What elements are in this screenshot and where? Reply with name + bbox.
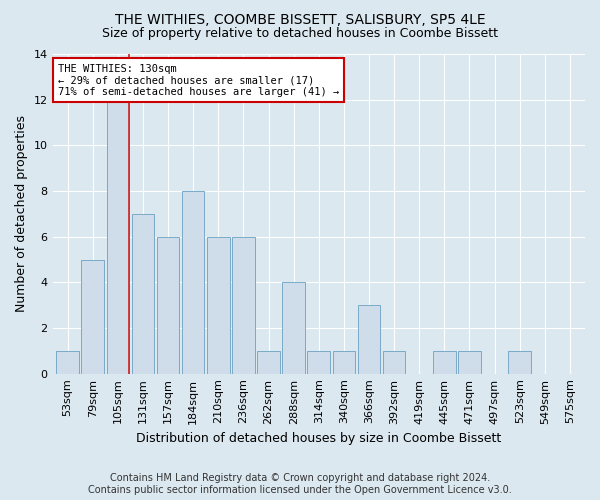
Bar bbox=[232, 236, 255, 374]
Bar bbox=[82, 260, 104, 374]
Text: THE WITHIES, COOMBE BISSETT, SALISBURY, SP5 4LE: THE WITHIES, COOMBE BISSETT, SALISBURY, … bbox=[115, 12, 485, 26]
Text: Contains HM Land Registry data © Crown copyright and database right 2024.
Contai: Contains HM Land Registry data © Crown c… bbox=[88, 474, 512, 495]
Bar bbox=[332, 351, 355, 374]
X-axis label: Distribution of detached houses by size in Coombe Bissett: Distribution of detached houses by size … bbox=[136, 432, 502, 445]
Bar bbox=[207, 236, 230, 374]
Bar bbox=[182, 191, 205, 374]
Bar bbox=[56, 351, 79, 374]
Bar bbox=[458, 351, 481, 374]
Bar bbox=[508, 351, 531, 374]
Text: Size of property relative to detached houses in Coombe Bissett: Size of property relative to detached ho… bbox=[102, 28, 498, 40]
Bar bbox=[383, 351, 406, 374]
Bar bbox=[433, 351, 455, 374]
Bar bbox=[131, 214, 154, 374]
Bar bbox=[358, 305, 380, 374]
Y-axis label: Number of detached properties: Number of detached properties bbox=[15, 116, 28, 312]
Bar bbox=[107, 100, 129, 374]
Bar bbox=[307, 351, 330, 374]
Bar bbox=[157, 236, 179, 374]
Bar bbox=[283, 282, 305, 374]
Bar bbox=[257, 351, 280, 374]
Text: THE WITHIES: 130sqm
← 29% of detached houses are smaller (17)
71% of semi-detach: THE WITHIES: 130sqm ← 29% of detached ho… bbox=[58, 64, 339, 97]
